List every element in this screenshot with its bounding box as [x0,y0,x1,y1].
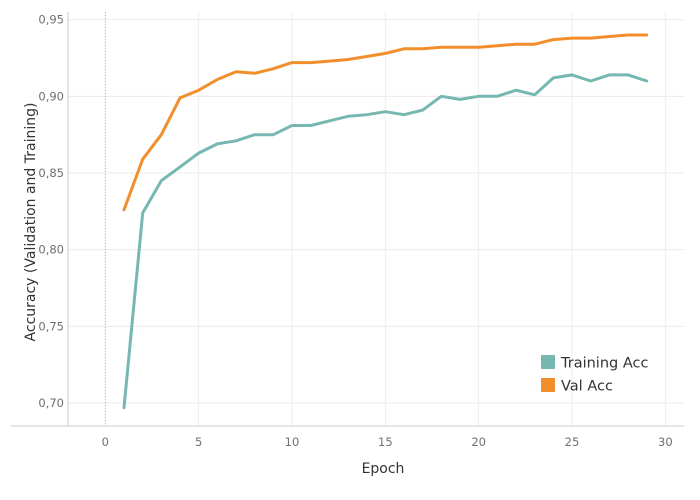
y-tick-label-5: 0,95 [38,13,64,27]
legend-swatch-training-acc [541,355,555,369]
y-tick-label-2: 0,80 [38,243,64,257]
y-tick-labels: 0,70 0,75 0,80 0,85 0,90 0,95 [38,13,64,410]
x-tick-label-5: 25 [565,435,580,449]
grid-lines [68,12,684,426]
x-tick-labels: 0 5 10 15 20 25 30 [102,435,673,449]
x-tick-label-0: 0 [102,435,109,449]
y-tick-label-1: 0,75 [38,319,64,333]
x-tick-label-4: 20 [471,435,486,449]
series-line-training-acc [122,73,649,410]
x-axis-title: Epoch [362,461,405,477]
axes [11,12,684,427]
legend-label-training-acc: Training Acc [560,356,648,372]
x-tick-label-2: 10 [285,435,300,449]
series-line-val-acc [122,33,649,212]
x-tick-label-3: 15 [378,435,393,449]
x-tick-label-6: 30 [658,435,673,449]
y-axis-title: Accuracy (Validation and Training) [23,103,39,342]
x-tick-label-1: 5 [195,435,202,449]
legend: Training Acc Val Acc [541,355,648,395]
legend-label-val-acc: Val Acc [561,379,613,395]
y-tick-label-4: 0,90 [38,89,64,103]
series-lines [122,33,649,410]
y-tick-label-3: 0,85 [38,166,64,180]
y-tick-label-0: 0,70 [38,396,64,410]
legend-swatch-val-acc [541,378,555,392]
